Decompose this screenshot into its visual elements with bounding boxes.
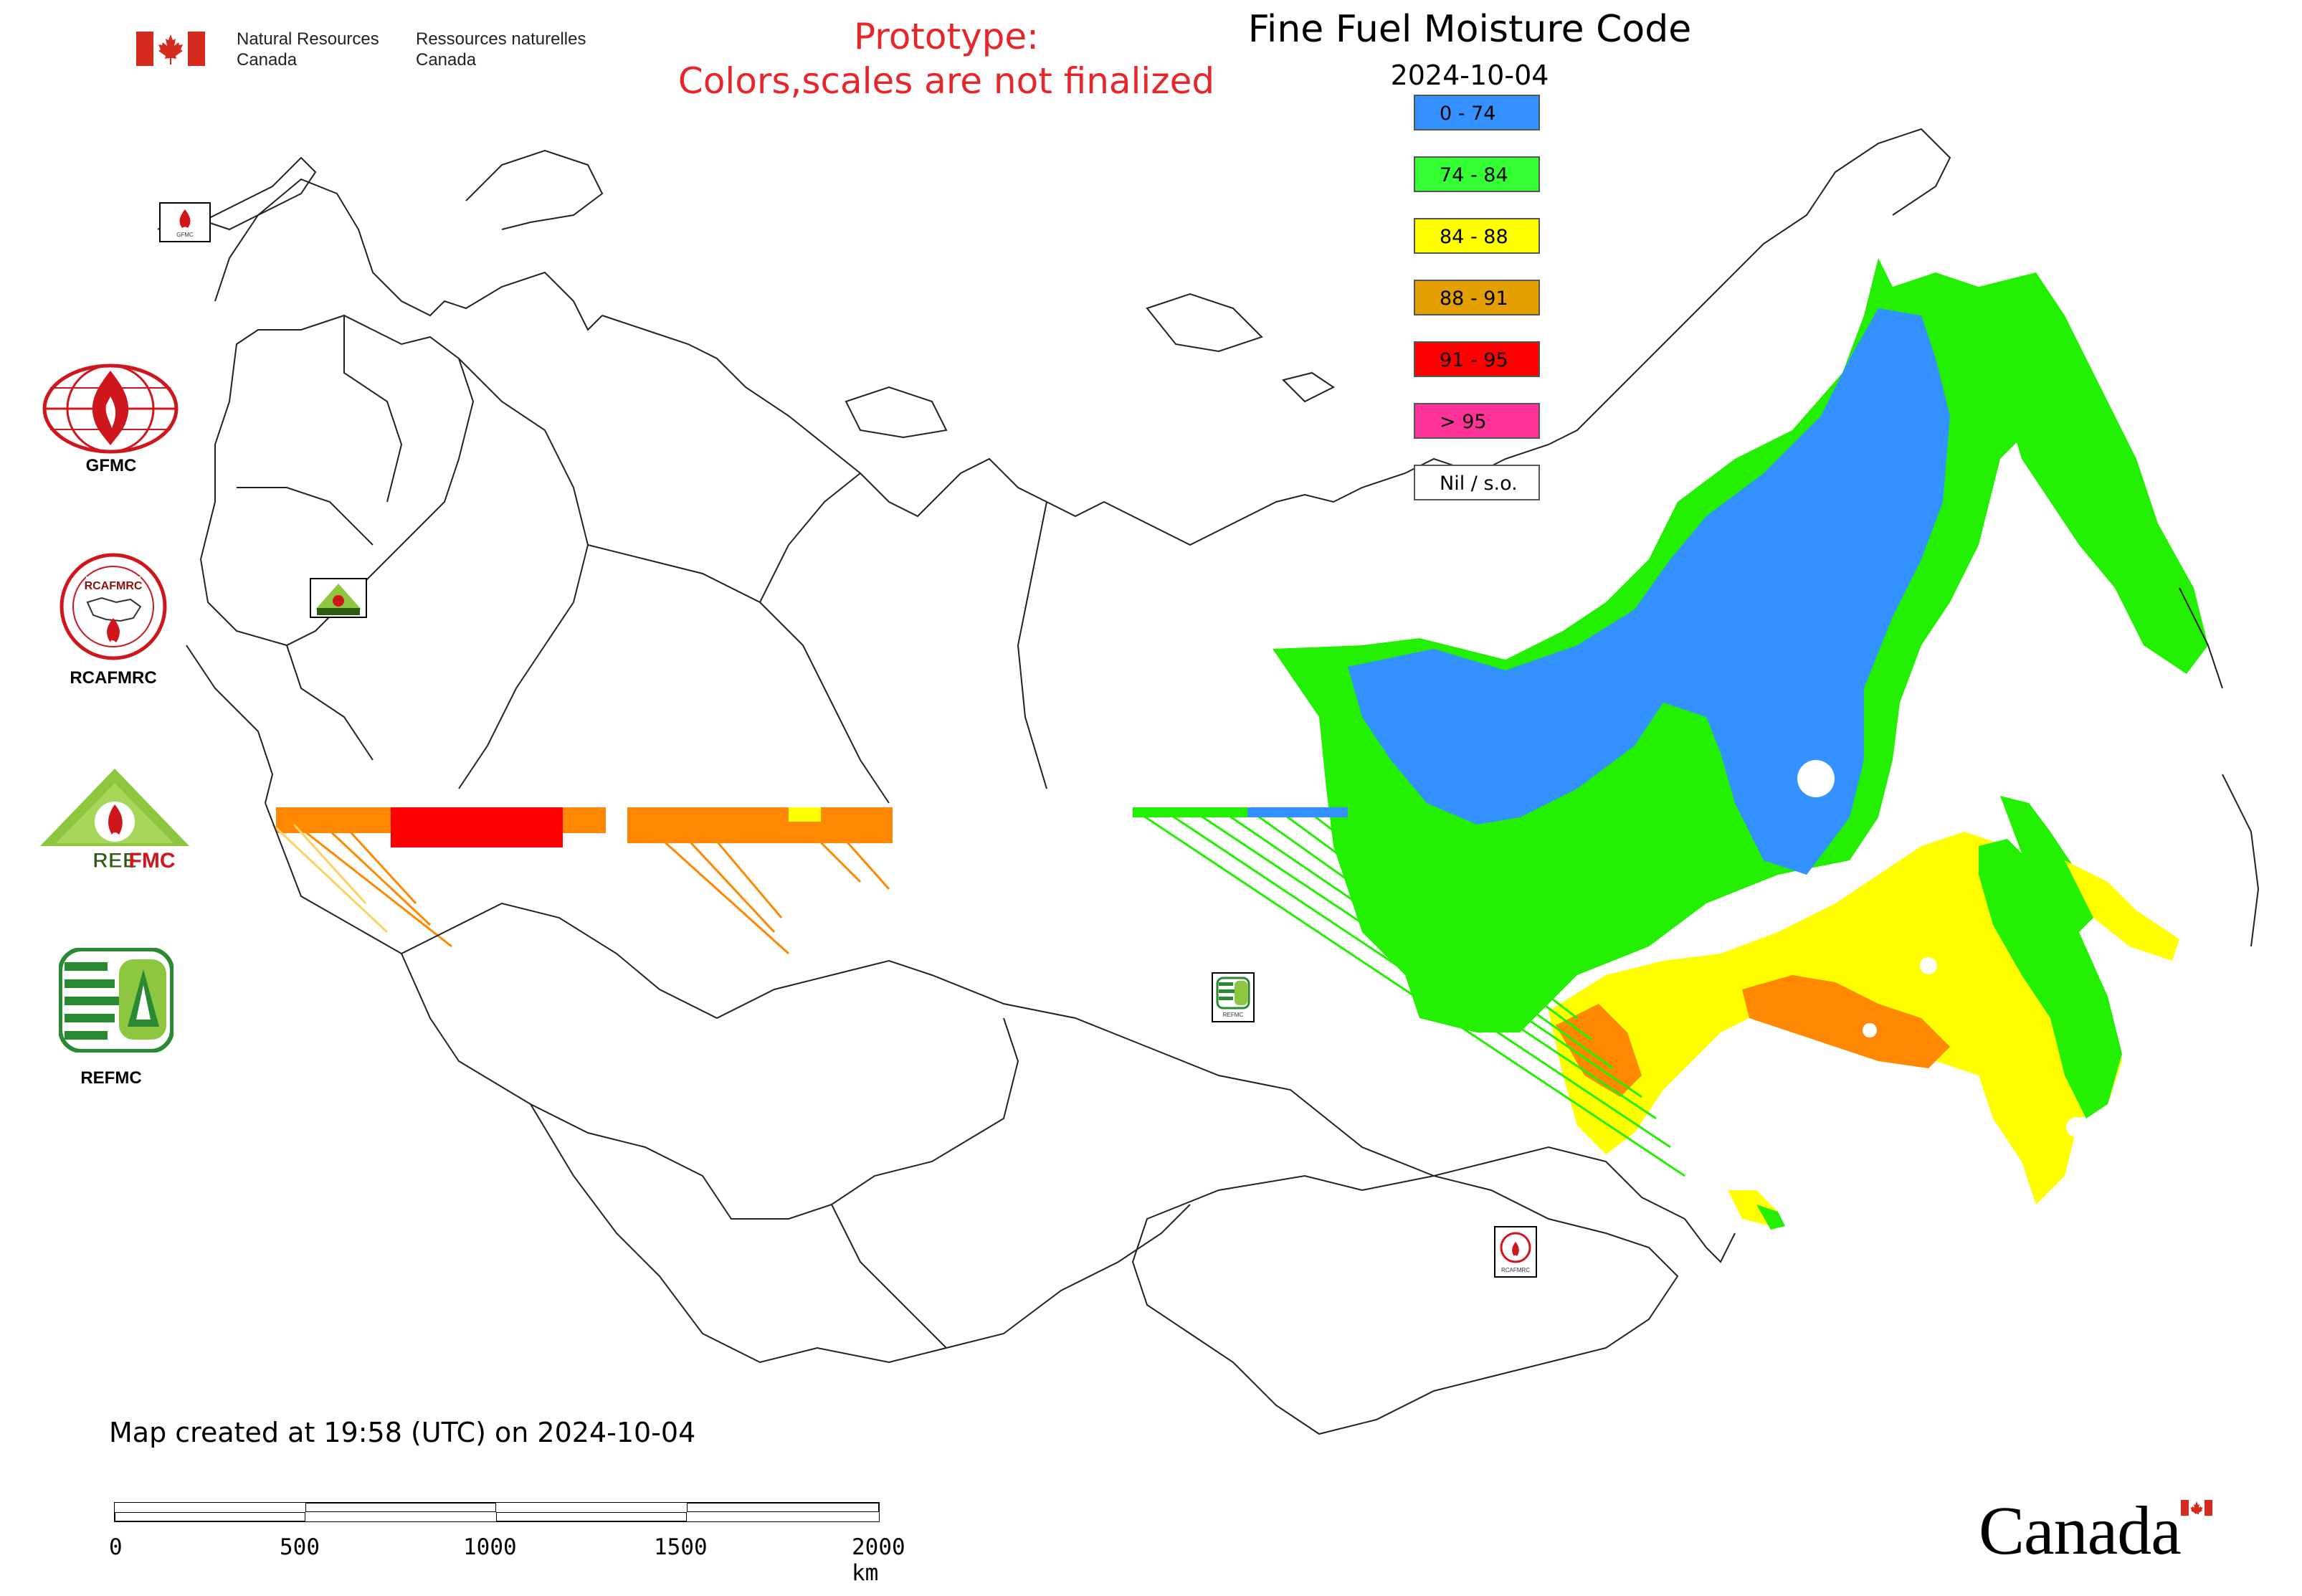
rcafmrc-logo-icon: RCAFMRC (60, 553, 167, 660)
ffmc-zone-coast (2000, 796, 2093, 932)
scale-label: 1500 (654, 1534, 708, 1560)
department-fr: Ressources naturelles Canada (416, 29, 586, 70)
strip-yellow (789, 807, 821, 822)
department-en: Natural Resources Canada (237, 29, 379, 70)
strip-red (391, 807, 563, 847)
gfmc-logo-icon (42, 364, 179, 454)
reefmc-small-icon (310, 578, 367, 618)
svg-text:RCAFMRC: RCAFMRC (85, 580, 143, 592)
nil-spot (1920, 957, 1937, 974)
rcafmrc-caption: RCAFMRC (70, 668, 157, 688)
rcafmrc-small-label: RCAFMRC (1501, 1267, 1530, 1273)
scale-label: 500 (280, 1534, 320, 1560)
ffmc-zone-orange (1742, 975, 1950, 1068)
ffmc-zone-green-south (1979, 839, 2122, 1118)
prototype-notice: Prototype: Colors,scales are not finaliz… (677, 16, 1215, 102)
nil-spot (1797, 760, 1835, 797)
streaks-orange (286, 816, 890, 955)
legend-item: Nil / s.o. (1414, 465, 1540, 500)
refmc-small-icon: REFMC (1212, 972, 1255, 1022)
legend-item: > 95 (1414, 403, 1540, 439)
gfmc-small-label: GFMC (176, 232, 194, 238)
canada-wordmark-flag-icon (2181, 1500, 2212, 1516)
legend-item: 88 - 91 (1414, 280, 1540, 315)
ffmc-zone-korea-green (1756, 1205, 1785, 1230)
svg-text:FMC: FMC (129, 849, 176, 873)
ffmc-field (1132, 258, 2208, 1230)
map-title: Fine Fuel Moisture Code (1247, 8, 1692, 51)
refmc-logo-icon (59, 948, 173, 1053)
legend: 0 - 74 74 - 84 84 - 88 88 - 91 91 - 95 >… (1414, 95, 1543, 510)
strip-orange-b (627, 807, 893, 843)
map-date: 2024-10-04 (1390, 60, 1549, 91)
ffmc-zone-blue (1348, 308, 1950, 875)
nrcan-signature: Natural Resources Canada Ressources natu… (136, 29, 638, 79)
ffmc-strip-blue (1247, 807, 1348, 817)
legend-item: 84 - 88 (1414, 218, 1540, 254)
legend-item: 74 - 84 (1414, 156, 1540, 192)
ffmc-zone-kamchatka (1979, 272, 2208, 674)
map-created-note: Map created at 19:58 (UTC) on 2024-10-04 (109, 1417, 696, 1448)
legend-item: 91 - 95 (1414, 341, 1540, 377)
ffmc-streaks-green (1132, 807, 1685, 1177)
scale-label: 2000 km (852, 1534, 905, 1586)
scale-label: 1000 (463, 1534, 517, 1560)
gfmc-small-icon: GFMC (159, 202, 211, 242)
svg-text:REE: REE (92, 849, 137, 873)
ffmc-zone-orange-west (1556, 1004, 1642, 1097)
canada-wordmark-text: Canada (1979, 1492, 2182, 1569)
refmc-caption: REFMC (80, 1068, 142, 1088)
nil-spot (1690, 1110, 1713, 1133)
nil-spot (2066, 1117, 2086, 1137)
canada-wordmark: Canada (1979, 1491, 2215, 1570)
rcafmrc-small-icon: RCAFMRC (1494, 1226, 1537, 1278)
scale-bar: 0 500 1000 1500 2000 km (109, 1501, 905, 1587)
ffmc-west-strip (271, 807, 893, 955)
legend-item: 0 - 74 (1414, 95, 1540, 130)
refmc-small-label: REFMC (1223, 1012, 1244, 1018)
streaks-yellow (271, 823, 389, 934)
ffmc-zone-hokkaido (2065, 860, 2179, 961)
scale-label: 0 (109, 1534, 123, 1560)
gfmc-caption: GFMC (85, 456, 137, 475)
nil-spot (1863, 1023, 1877, 1037)
scale-bar-graphic (114, 1502, 880, 1522)
boundaries (157, 128, 2260, 1435)
reefmc-logo-icon: REE FMC (40, 769, 189, 873)
canada-flag-icon (136, 32, 205, 66)
